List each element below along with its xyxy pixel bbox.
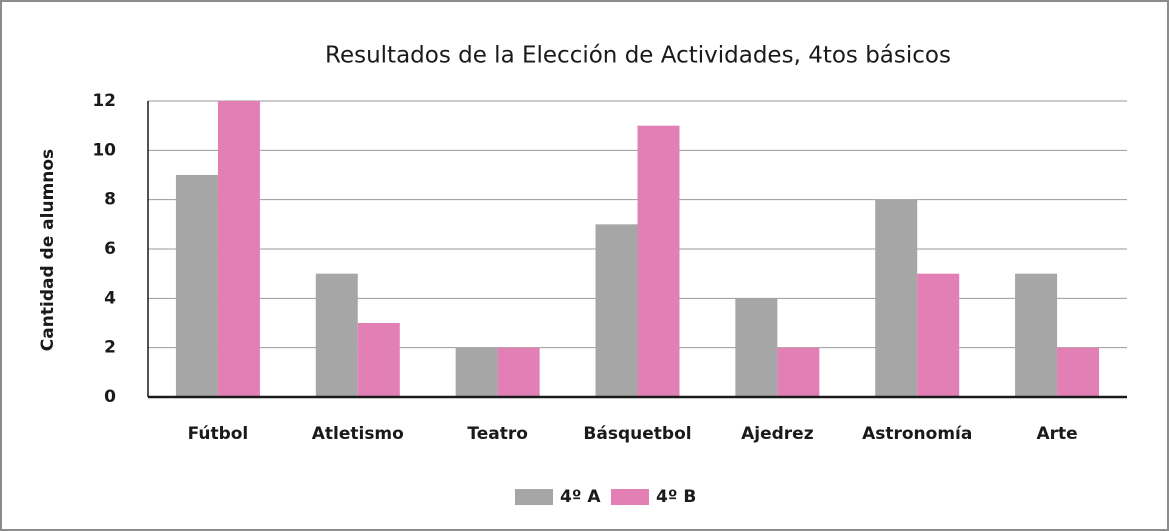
bar	[1015, 273, 1058, 397]
bar	[455, 347, 498, 397]
x-tick-label: Ajedrez	[741, 424, 814, 444]
legend-swatch	[515, 489, 553, 505]
x-tick-label: Fútbol	[188, 424, 249, 444]
y-tick-label: 8	[104, 190, 116, 210]
bar	[217, 101, 260, 397]
chart-title: Resultados de la Elección de Actividades…	[325, 43, 951, 69]
y-tick-label: 0	[104, 387, 116, 407]
x-tick-label: Arte	[1036, 424, 1077, 444]
bar	[497, 347, 540, 397]
bar	[875, 199, 918, 397]
bar	[357, 323, 400, 397]
x-tick-label: Teatro	[467, 424, 528, 444]
legend-label: 4º A	[560, 487, 601, 507]
x-tick-label: Básquetbol	[583, 424, 691, 444]
y-tick-label: 6	[104, 239, 116, 259]
legend-swatch	[611, 489, 649, 505]
legend-label: 4º B	[656, 487, 696, 507]
y-tick-label: 2	[104, 338, 116, 358]
bar	[777, 347, 820, 397]
y-axis-label: Cantidad de alumnos	[38, 149, 58, 351]
y-tick-label: 10	[92, 140, 116, 160]
bar	[735, 298, 778, 397]
y-tick-label: 4	[104, 288, 116, 308]
bar	[315, 273, 358, 397]
bar	[637, 125, 680, 398]
bar	[1057, 347, 1100, 397]
x-tick-label: Atletismo	[312, 424, 404, 444]
bar	[595, 224, 638, 397]
bar	[175, 175, 218, 397]
y-tick-label: 12	[92, 91, 116, 111]
bar	[917, 273, 960, 397]
x-tick-label: Astronomía	[862, 424, 972, 444]
